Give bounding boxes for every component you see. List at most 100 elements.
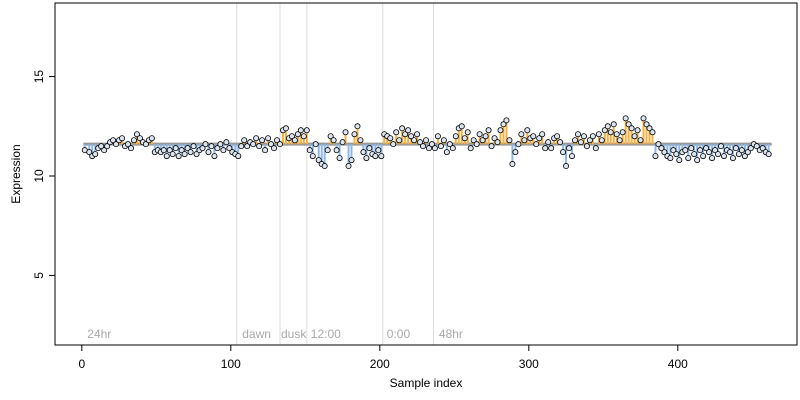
data-point-92 [357, 137, 364, 144]
data-point-88 [345, 163, 352, 170]
data-point-219 [735, 151, 742, 158]
data-point-187 [640, 115, 647, 122]
data-point-143 [509, 161, 516, 168]
data-point-142 [506, 137, 513, 144]
data-point-204 [691, 151, 698, 158]
data-point-158 [554, 133, 561, 140]
data-point-130 [470, 137, 477, 144]
data-point-118 [434, 133, 441, 140]
data-point-218 [732, 145, 739, 152]
data-point-161 [563, 163, 570, 170]
data-point-26 [160, 147, 167, 154]
data-point-163 [569, 153, 576, 160]
data-point-179 [616, 137, 623, 144]
data-point-106 [399, 125, 406, 132]
data-point-29 [169, 151, 176, 158]
data-point-27 [163, 153, 170, 160]
data-point-185 [634, 127, 641, 134]
y-axis: 5 10 15 [32, 70, 56, 279]
data-point-45 [217, 141, 224, 148]
data-point-201 [682, 147, 689, 154]
data-point-5 [98, 143, 105, 150]
data-point-140 [500, 121, 507, 128]
data-point-146 [518, 131, 525, 138]
data-point-7 [104, 143, 111, 150]
data-point-32 [178, 147, 185, 154]
annotation-label-4: 0:00 [387, 327, 411, 341]
data-point-166 [577, 139, 584, 146]
data-point-15 [127, 145, 134, 152]
data-point-155 [545, 139, 552, 146]
data-points [81, 115, 772, 170]
data-point-59 [259, 137, 266, 144]
data-point-18 [136, 135, 143, 142]
data-point-94 [363, 155, 370, 162]
data-point-115 [425, 145, 432, 152]
data-point-206 [697, 147, 704, 154]
data-point-105 [396, 137, 403, 144]
data-point-175 [604, 123, 611, 130]
data-point-37 [193, 151, 200, 158]
x-tick-label-4: 400 [668, 357, 688, 371]
annotation-label-3: 12:00 [311, 327, 341, 341]
data-point-90 [351, 131, 358, 138]
data-point-86 [339, 139, 346, 146]
data-point-110 [411, 137, 418, 144]
annotation-label-2: dusk [281, 327, 307, 341]
data-point-124 [452, 133, 459, 140]
data-point-186 [637, 137, 644, 144]
data-point-191 [652, 153, 659, 160]
data-point-137 [491, 135, 498, 142]
data-point-222 [744, 149, 751, 156]
data-point-62 [268, 141, 275, 148]
y-axis-title: Expression [9, 144, 23, 203]
data-point-209 [706, 149, 713, 156]
data-point-97 [372, 153, 379, 160]
data-point-150 [530, 133, 537, 140]
data-point-60 [262, 147, 269, 154]
data-point-51 [235, 153, 242, 160]
data-point-156 [548, 145, 555, 152]
data-point-40 [202, 141, 209, 148]
data-point-41 [205, 149, 212, 156]
data-point-213 [718, 143, 725, 150]
data-point-181 [622, 115, 629, 122]
data-point-131 [473, 141, 480, 148]
data-point-126 [458, 123, 465, 130]
data-point-172 [595, 131, 602, 138]
data-point-145 [515, 141, 522, 148]
data-point-54 [244, 143, 251, 150]
data-point-108 [405, 127, 412, 134]
data-point-109 [408, 133, 415, 140]
data-point-160 [560, 149, 567, 156]
data-point-65 [276, 141, 283, 148]
data-point-152 [536, 135, 543, 142]
data-point-221 [741, 153, 748, 160]
y-tick-label-1: 10 [32, 169, 46, 183]
data-point-30 [172, 145, 179, 152]
data-point-56 [250, 141, 257, 148]
data-point-12 [119, 135, 126, 142]
data-point-91 [354, 123, 361, 130]
data-point-189 [646, 125, 653, 132]
data-point-53 [241, 137, 248, 144]
data-point-67 [282, 125, 289, 132]
data-point-89 [348, 157, 355, 164]
data-point-139 [497, 127, 504, 134]
data-point-52 [238, 143, 245, 150]
annotation-label-5: 48hr [439, 327, 463, 341]
data-point-136 [488, 143, 495, 150]
data-point-34 [184, 145, 191, 152]
data-point-184 [631, 133, 638, 140]
data-point-1 [86, 149, 93, 156]
data-point-178 [613, 131, 620, 138]
data-point-227 [759, 145, 766, 152]
data-point-208 [703, 145, 710, 152]
data-point-114 [422, 137, 429, 144]
data-point-57 [253, 135, 260, 142]
data-point-63 [271, 145, 278, 152]
data-point-205 [694, 157, 701, 164]
data-point-192 [655, 141, 662, 148]
data-point-72 [297, 127, 304, 134]
